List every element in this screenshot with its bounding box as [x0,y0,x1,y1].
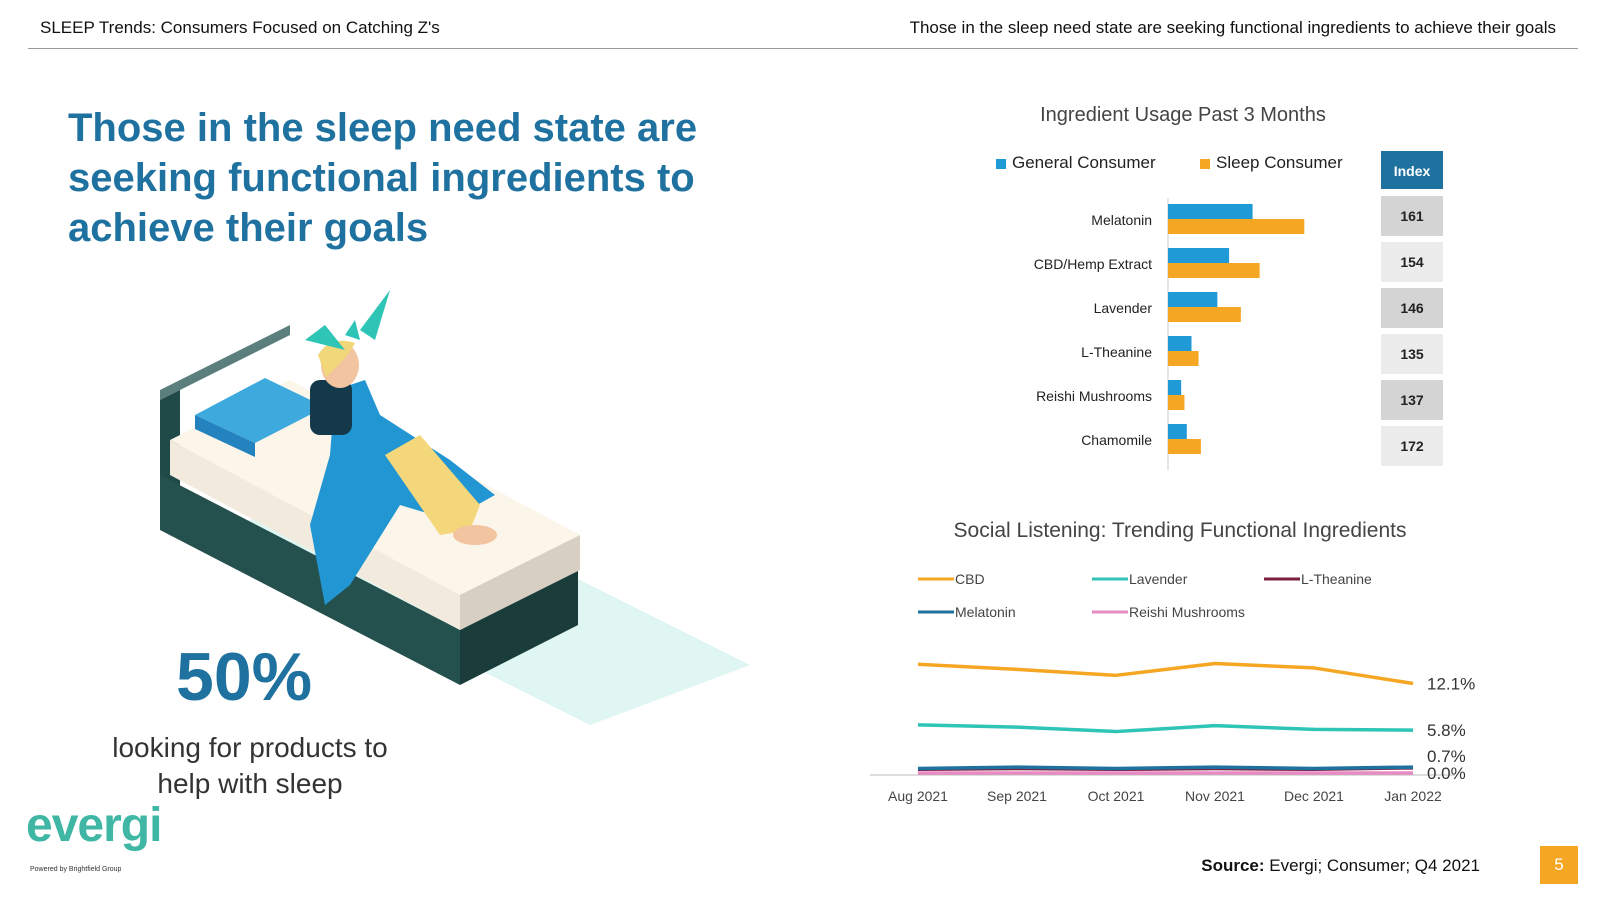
bed-frame-side [460,570,578,685]
bar-general [1168,248,1230,263]
source-note: Source: Evergi; Consumer; Q4 2021 [1201,856,1480,876]
bar-general [1168,336,1192,351]
line-end-label: 12.1% [1427,674,1475,693]
header-left-title: SLEEP Trends: Consumers Focused on Catch… [40,18,440,37]
line-series [917,661,1414,686]
index-value: 172 [1400,438,1424,454]
bed-frame-front [160,475,460,685]
index-cell [1381,334,1443,374]
index-cell [1381,196,1443,236]
legend-swatch-sleep [1200,159,1210,169]
evergi-logo: evergi [26,799,162,852]
index-value: 146 [1400,300,1424,316]
index-header: Index [1394,163,1431,179]
bar-category-label: CBD/Hemp Extract [1034,256,1152,272]
pillow-top [195,378,325,443]
source-text: Evergi; Consumer; Q4 2021 [1269,856,1480,875]
line-series [917,723,1414,734]
bar-general [1168,292,1218,307]
legend-swatch-general [996,159,1006,169]
line-x-tick-label: Aug 2021 [888,788,948,804]
index-value: 135 [1400,346,1424,362]
index-cell [1381,426,1443,466]
line-legend-label: Reishi Mushrooms [1129,604,1245,620]
bar-sleep [1168,439,1201,454]
legs [385,435,480,535]
index-value: 161 [1400,208,1424,224]
legend-label-general: General Consumer [1012,153,1156,172]
bar-category-label: Melatonin [1091,212,1152,228]
line-end-label: 0.7% [1427,747,1466,766]
line-x-tick-label: Jan 2022 [1384,788,1442,804]
header-right-title: Those in the sleep need state are seekin… [909,18,1556,37]
source-label: Source: [1201,856,1265,875]
bar-general [1168,424,1187,439]
feet [453,525,497,545]
alert-mark-right [360,290,390,340]
bar-category-label: Chamomile [1081,432,1152,448]
alert-mark-left [305,325,345,350]
line-legend-label: Melatonin [955,604,1016,620]
index-cell [1381,380,1443,420]
legend-label-sleep: Sleep Consumer [1216,153,1343,172]
page-number: 5 [1540,846,1578,884]
index-value: 137 [1400,392,1424,408]
alert-mark-center [345,320,360,340]
bar-category-label: L-Theanine [1081,344,1152,360]
line-legend-label: L-Theanine [1301,571,1372,587]
line-chart-title: Social Listening: Trending Functional In… [954,519,1407,542]
line-x-tick-label: Dec 2021 [1284,788,1344,804]
torso [310,380,352,435]
line-end-label: 5.8% [1427,721,1466,740]
bar-chart-title: Ingredient Usage Past 3 Months [1040,104,1326,126]
headboard-top [160,325,290,400]
stat-caption: looking for products to help with sleep [112,732,388,799]
mattress-side [460,535,580,630]
bar-sleep [1168,395,1185,410]
line-x-tick-label: Oct 2021 [1088,788,1145,804]
logo-tagline: Powered by Brightfield Group [30,866,122,873]
line-legend-label: CBD [955,571,985,587]
line-series [917,765,1414,771]
blanket [310,380,495,605]
bar-category-label: Lavender [1094,300,1153,316]
sleepless-person-illustration [160,290,750,725]
bar-sleep [1168,351,1199,366]
index-header-cell [1381,151,1443,189]
bar-general [1168,204,1253,219]
bar-general [1168,380,1182,395]
index-value: 154 [1400,254,1424,270]
bar-sleep [1168,263,1260,278]
bar-sleep [1168,307,1241,322]
bar-category-label: Reishi Mushrooms [1036,388,1152,404]
line-x-tick-label: Nov 2021 [1185,788,1245,804]
line-end-label: 0.0% [1427,764,1466,783]
line-x-tick-label: Sep 2021 [987,788,1047,804]
page-headline: Those in the sleep need state are seekin… [68,106,698,250]
hair [318,340,355,377]
stat-value: 50% [176,639,313,715]
header-divider [28,48,1578,49]
bar-sleep [1168,219,1305,234]
index-cell [1381,288,1443,328]
pillow-front [195,415,255,457]
index-cell [1381,242,1443,282]
line-legend-label: Lavender [1129,571,1188,587]
